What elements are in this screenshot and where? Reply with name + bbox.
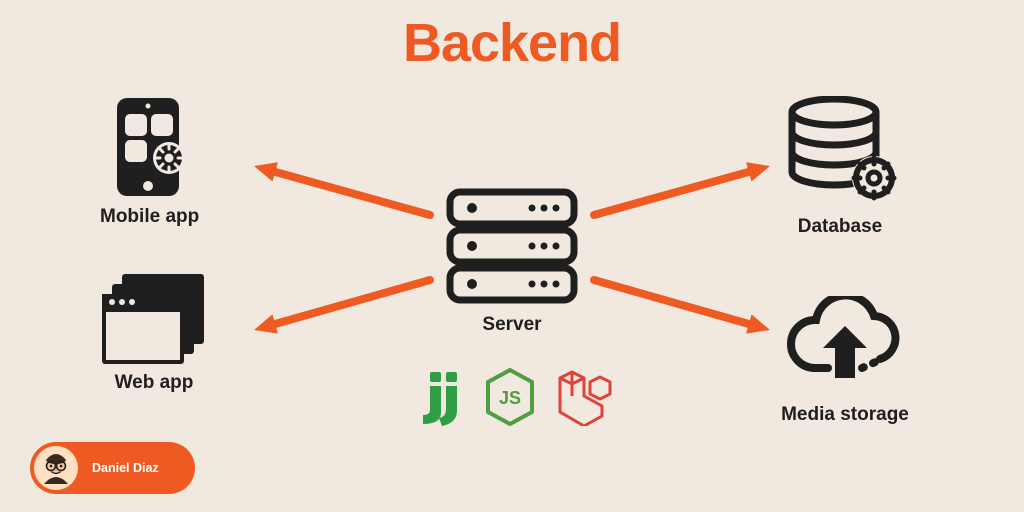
- page-title: Backend: [403, 12, 621, 74]
- author-badge: Daniel Diaz: [30, 442, 195, 494]
- laravel-icon: [554, 368, 616, 426]
- node-media-storage: Media storage: [780, 296, 910, 426]
- svg-text:JS: JS: [499, 388, 521, 408]
- tech-logos-row: JS: [408, 368, 616, 426]
- server-icon: [442, 186, 582, 306]
- django-icon: [408, 368, 466, 426]
- nodejs-icon: JS: [484, 368, 536, 426]
- node-database: Database: [780, 96, 900, 238]
- mobile-app-icon: [107, 96, 193, 198]
- author-avatar-icon: [34, 446, 78, 490]
- node-mobile-label: Mobile app: [100, 206, 199, 228]
- node-server-label: Server: [482, 314, 541, 336]
- node-web-label: Web app: [115, 372, 194, 394]
- node-mobile-app: Mobile app: [100, 96, 199, 228]
- cloud-upload-icon: [780, 296, 910, 396]
- node-media-label: Media storage: [781, 404, 909, 426]
- node-web-app: Web app: [100, 272, 208, 394]
- node-database-label: Database: [798, 216, 883, 238]
- node-server: Server: [442, 186, 582, 336]
- database-icon: [780, 96, 900, 208]
- author-name: Daniel Diaz: [92, 461, 159, 475]
- browser-icon: [100, 272, 208, 364]
